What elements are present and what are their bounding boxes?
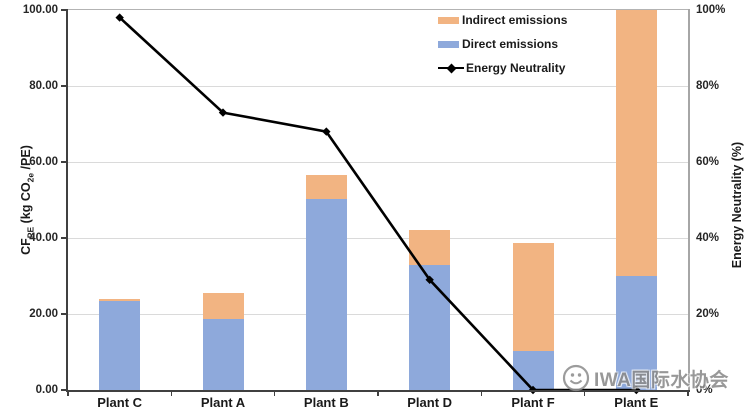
plot-right-border [688, 9, 690, 390]
x-category-label-plant-f: Plant F [511, 395, 555, 410]
bar-direct-emissions-plant-b [305, 199, 347, 390]
bar-direct-emissions-plant-d [409, 264, 451, 390]
x-tick-mark-2 [273, 392, 276, 396]
gridline-60 [68, 161, 688, 163]
legend-item-energy-neutrality: Energy Neutrality [438, 61, 567, 75]
chart-legend: Indirect emissions Direct emissions Energy… [438, 13, 567, 85]
plot-top-border [68, 9, 688, 10]
line-marker-plant-d [425, 275, 434, 284]
line-marker-plant-c [115, 13, 124, 22]
x-category-label-plant-e: Plant E [614, 395, 659, 410]
right-tick-label-0: 0% [696, 384, 713, 396]
bar-direct-emissions-plant-f [512, 350, 554, 390]
right-tick-label-40: 40% [696, 232, 720, 244]
right-tick-label-20: 20% [696, 308, 720, 320]
left-tick-mark-40-00 [61, 237, 66, 239]
right-tick-label-60: 60% [696, 156, 720, 168]
left-tick-label-80-00: 80.00 [29, 80, 58, 92]
left-tick-mark-80-00 [61, 85, 66, 87]
x-axis-line [66, 390, 690, 392]
x-tick-mark-4 [480, 392, 483, 396]
gridline-80 [68, 85, 688, 87]
plot-area [68, 10, 688, 395]
left-tick-mark-0-00 [61, 389, 66, 391]
bar-direct-emissions-plant-c [99, 301, 141, 390]
bar-indirect-emissions-plant-b [305, 174, 347, 200]
left-tick-mark-100-00 [61, 9, 66, 11]
watermark: IWA国际水协会 [562, 364, 729, 392]
x-tick-mark-1 [170, 392, 173, 396]
legend-item-indirect-emissions: Indirect emissions [438, 13, 567, 27]
energy-neutrality-line [115, 13, 641, 395]
x-category-label-plant-d: Plant D [407, 395, 453, 410]
bar-direct-emissions-plant-e [615, 276, 657, 390]
left-tick-label-40-00: 40.00 [29, 232, 58, 244]
x-category-label-plant-b: Plant B [303, 395, 349, 410]
left-tick-label-100-00: 100.00 [22, 4, 58, 16]
gridline-20 [68, 313, 688, 315]
x-tick-mark-0 [67, 392, 69, 396]
x-category-label-plant-c: Plant C [97, 395, 143, 410]
watermark-text: IWA国际水协会 [594, 369, 729, 391]
iwa-logo-icon [562, 364, 590, 392]
legend-line-marker-energy-neutrality [438, 63, 464, 73]
legend-label-indirect-emissions: Indirect emissions [462, 13, 568, 27]
y-axis-line [66, 9, 68, 392]
legend-label-energy-neutrality: Energy Neutrality [466, 61, 566, 75]
bar-indirect-emissions-plant-a [202, 292, 244, 319]
legend-label-direct-emissions: Direct emissions [462, 37, 559, 51]
line-marker-plant-b [322, 127, 331, 136]
left-tick-mark-60-00 [61, 161, 66, 163]
x-category-label-plant-a: Plant A [200, 395, 246, 410]
line-marker-plant-a [218, 108, 228, 117]
legend-swatch-indirect-emissions [438, 16, 459, 24]
x-tick-mark-5 [583, 392, 586, 396]
legend-item-direct-emissions: Direct emissions [438, 37, 567, 51]
left-tick-label-60-00: 60.00 [29, 156, 58, 168]
bar-direct-emissions-plant-a [202, 318, 244, 390]
left-tick-label-0-00: 0.00 [35, 384, 58, 396]
left-tick-mark-20-00 [61, 313, 66, 315]
right-tick-label-100: 100% [696, 4, 726, 16]
bar-indirect-emissions-plant-e [615, 10, 657, 276]
gridline-40 [68, 237, 688, 239]
left-tick-label-20-00: 20.00 [29, 308, 58, 320]
x-tick-mark-3 [377, 392, 379, 396]
legend-swatch-direct-emissions [438, 40, 459, 48]
right-tick-label-80: 80% [696, 80, 720, 92]
x-tick-mark-6 [687, 392, 689, 396]
bar-indirect-emissions-plant-f [512, 242, 554, 351]
bar-indirect-emissions-plant-c [99, 299, 141, 302]
